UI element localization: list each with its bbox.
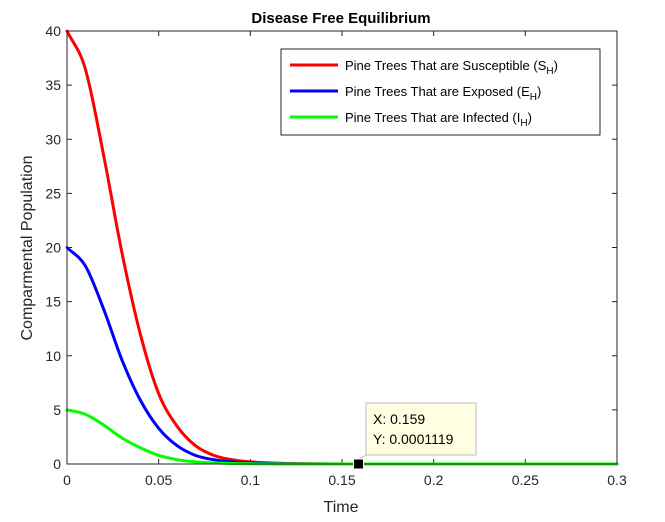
x-tick-label: 0: [63, 472, 71, 488]
datatip-x-value: X: 0.159: [373, 411, 425, 427]
series-0-point: [138, 332, 142, 336]
y-tick-label: 15: [45, 294, 61, 310]
datatip-box: [365, 402, 477, 456]
datatip-y-value: Y: 0.0001119: [373, 431, 454, 447]
y-tick-label: 25: [45, 185, 61, 201]
series-2-point: [120, 436, 124, 440]
series-0-point: [157, 392, 161, 396]
y-tick-label: 20: [45, 240, 61, 256]
series-2-point: [193, 460, 197, 464]
series-1-point: [120, 358, 124, 362]
datatip-marker[interactable]: [353, 458, 364, 470]
legend-label: Pine Trees That are Exposed (EH): [345, 84, 541, 103]
series-0-point: [193, 444, 197, 447]
legend-label-text: Pine Trees That are Susceptible (S: [345, 58, 547, 73]
series-2-point: [175, 458, 179, 462]
series-1-point: [102, 307, 106, 311]
y-tick-label: 40: [45, 23, 61, 39]
series-1-point: [157, 426, 161, 430]
chart-title: Disease Free Equilibrium: [251, 10, 430, 27]
series-1-point: [83, 264, 87, 268]
series-0-point: [175, 424, 179, 428]
legend-label-suffix: ): [528, 110, 532, 125]
x-tick-label: 0.05: [145, 472, 172, 488]
series-0-point: [212, 453, 216, 457]
x-tick-label: 0.3: [607, 472, 627, 488]
y-tick-label: 5: [53, 402, 61, 418]
series-1-point: [193, 453, 197, 457]
x-tick-label: 0.1: [241, 472, 261, 488]
series-1-point: [175, 444, 179, 447]
legend-label-suffix: ): [554, 58, 558, 73]
y-tick-label: 30: [45, 131, 61, 147]
series-1-point: [138, 398, 142, 402]
x-tick-label: 0.25: [512, 472, 539, 488]
datatip-pointer: [358, 454, 367, 460]
legend-label-subscript: H: [520, 118, 527, 129]
series-2-point: [138, 446, 142, 450]
y-axis-label: Comparmental Population: [19, 156, 36, 341]
legend-label: Pine Trees That are Susceptible (SH): [345, 58, 558, 77]
datatip[interactable]: X: 0.159 Y: 0.0001119: [353, 402, 477, 470]
y-tick-label: 10: [45, 348, 61, 364]
legend-label: Pine Trees That are Infected (IH): [345, 110, 532, 129]
x-axis-label: Time: [324, 499, 359, 516]
y-tick-label: 0: [53, 456, 61, 472]
legend-label-suffix: ): [537, 84, 541, 99]
legend-label-text: Pine Trees That are Exposed (E: [345, 84, 530, 99]
series-0-point: [83, 67, 87, 71]
legend-label-subscript: H: [530, 92, 537, 103]
series-2-point: [157, 453, 161, 457]
series-0-point: [120, 251, 124, 255]
series-1-point: [212, 458, 216, 462]
plot-frame: [66, 30, 618, 465]
legend-label-text: Pine Trees That are Infected (I: [345, 110, 520, 125]
x-tick-label: 0.15: [328, 472, 355, 488]
legend[interactable]: Pine Trees That are Susceptible (SH)Pine…: [280, 48, 601, 136]
y-tick-label: 35: [45, 77, 61, 93]
x-tick-label: 0.2: [424, 472, 444, 488]
series-2-point: [83, 412, 87, 416]
series-2-point: [102, 423, 106, 427]
legend-label-subscript: H: [546, 66, 553, 77]
series-0-point: [102, 154, 106, 157]
